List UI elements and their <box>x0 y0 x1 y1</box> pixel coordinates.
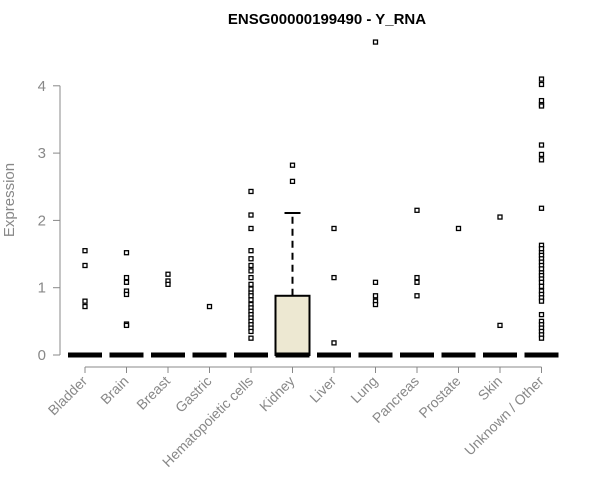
box-group <box>358 39 393 358</box>
outlier-point <box>123 291 130 298</box>
outlier-point <box>82 262 88 269</box>
outlier-point <box>372 301 379 308</box>
x-tick-label: Kidney <box>256 373 298 415</box>
outlier-point <box>82 303 88 310</box>
x-tick-label: Brain <box>97 373 131 407</box>
outlier-point <box>82 248 88 254</box>
outlier-point <box>372 293 379 299</box>
box-group <box>317 225 351 358</box>
outlier-point <box>248 262 254 269</box>
outlier-point <box>248 297 254 303</box>
y-tick-label: 3 <box>38 145 46 162</box>
box-group <box>483 214 517 358</box>
box-group <box>441 225 476 358</box>
box-group <box>274 162 311 358</box>
box-group <box>109 250 144 358</box>
outlier-point <box>538 335 545 341</box>
outlier-point <box>248 256 254 262</box>
outlier-point <box>123 250 130 256</box>
outlier-point <box>538 311 545 318</box>
outlier-point <box>248 225 254 232</box>
outlier-point <box>248 212 254 218</box>
outlier-point <box>165 271 171 277</box>
outlier-point <box>414 279 420 285</box>
outlier-point <box>248 328 254 335</box>
outlier-point <box>331 225 337 232</box>
x-tick-label: Liver <box>306 373 339 406</box>
outlier-point <box>538 298 545 304</box>
y-axis: 0 1 2 3 4 <box>38 78 61 364</box>
outlier-point <box>123 322 130 329</box>
outlier-point <box>538 81 545 88</box>
outlier-point <box>248 188 254 195</box>
outlier-point <box>289 162 296 168</box>
x-tick-label: Bladder <box>45 373 91 419</box>
outlier-point <box>497 214 503 220</box>
box <box>274 294 311 356</box>
outlier-point <box>248 274 254 281</box>
y-tick-label: 2 <box>38 212 46 229</box>
outlier-point <box>206 303 213 310</box>
x-tick-label: Skin <box>475 373 506 404</box>
y-tick-label: 0 <box>38 347 46 364</box>
y-tick-label: 4 <box>38 78 46 95</box>
chart-title: ENSG00000199490 - Y_RNA <box>228 11 426 28</box>
outlier-point <box>372 39 379 45</box>
outlier-point <box>538 142 545 148</box>
outlier-point <box>248 335 254 341</box>
outlier-point <box>538 151 545 158</box>
y-axis-label: Expression <box>1 163 18 237</box>
box-plots <box>68 39 559 358</box>
outlier-point <box>497 322 503 329</box>
outlier-point <box>331 274 337 281</box>
outlier-point <box>414 293 420 299</box>
outlier-point <box>165 281 171 287</box>
box-group <box>68 248 102 358</box>
x-tick-label: Unknown / Other <box>461 373 547 459</box>
box-group <box>151 271 185 358</box>
outlier-point <box>123 274 130 281</box>
box-group <box>400 207 434 358</box>
outlier-point <box>455 225 462 232</box>
outlier-point <box>414 207 420 213</box>
outlier-point <box>331 340 337 346</box>
outlier-point <box>248 281 254 287</box>
outlier-point <box>538 103 545 109</box>
outlier-point <box>538 205 545 211</box>
outlier-point <box>289 178 296 185</box>
box-group <box>192 303 227 358</box>
x-tick-label: Prostate <box>415 373 463 421</box>
outlier-point <box>538 157 545 163</box>
outlier-point <box>414 274 420 281</box>
outlier-point <box>123 279 130 285</box>
x-tick-label: Lung <box>347 373 380 406</box>
box-group <box>524 76 559 358</box>
y-tick-label: 1 <box>38 280 46 297</box>
box-group <box>234 188 268 358</box>
outlier-point <box>538 76 545 82</box>
outlier-point <box>248 248 254 254</box>
outlier-point <box>372 279 379 285</box>
outlier-point <box>248 268 254 274</box>
outlier-point <box>538 283 545 290</box>
x-tick-label: Breast <box>133 373 173 413</box>
outlier-point <box>82 298 88 304</box>
